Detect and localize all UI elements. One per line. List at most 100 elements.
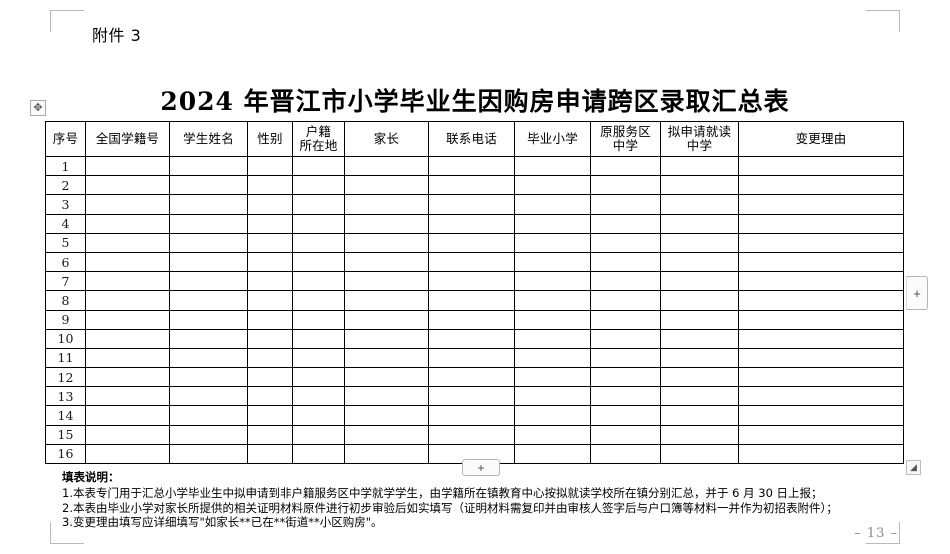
table-cell[interactable] [247, 347, 293, 369]
table-cell[interactable] [169, 424, 248, 445]
table-cell[interactable] [169, 367, 248, 388]
table-cell[interactable] [660, 232, 739, 253]
table-add-column-button[interactable]: + [906, 276, 928, 310]
table-move-handle[interactable]: ✥ [30, 100, 46, 116]
table-cell[interactable] [514, 251, 591, 273]
table-cell[interactable] [428, 424, 515, 445]
table-cell[interactable] [514, 155, 591, 177]
table-cell[interactable] [292, 347, 345, 369]
table-row[interactable]: 16 [45, 443, 904, 465]
table-cell[interactable] [514, 347, 591, 369]
table-cell[interactable] [660, 443, 739, 465]
table-cell[interactable] [660, 386, 739, 407]
table-cell[interactable] [428, 347, 515, 369]
table-cell[interactable] [738, 194, 904, 215]
table-cell[interactable] [247, 367, 293, 388]
table-cell[interactable] [428, 290, 515, 311]
table-cell[interactable] [247, 213, 293, 234]
table-cell[interactable] [514, 367, 591, 388]
table-cell[interactable] [85, 424, 170, 445]
table-cell[interactable] [344, 155, 429, 177]
table-cell[interactable] [738, 424, 904, 445]
table-cell[interactable] [590, 443, 661, 465]
table-cell[interactable] [292, 194, 345, 215]
table-cell[interactable] [247, 175, 293, 196]
table-cell[interactable] [85, 232, 170, 253]
table-cell[interactable] [514, 232, 591, 253]
table-cell[interactable] [738, 213, 904, 234]
table-cell[interactable] [514, 405, 591, 426]
table-cell[interactable] [660, 290, 739, 311]
table-cell[interactable] [344, 386, 429, 407]
table-cell[interactable] [85, 271, 170, 292]
table-row[interactable]: 9 [45, 309, 904, 330]
table-cell[interactable] [292, 424, 345, 445]
table-cell[interactable] [660, 251, 739, 273]
table-add-row-button[interactable]: + [462, 459, 500, 476]
table-cell[interactable] [428, 251, 515, 273]
table-cell[interactable] [514, 290, 591, 311]
table-cell[interactable] [247, 232, 293, 253]
table-cell[interactable] [247, 194, 293, 215]
table-cell[interactable] [590, 155, 661, 177]
table-cell[interactable] [344, 424, 429, 445]
table-cell[interactable] [247, 290, 293, 311]
table-cell[interactable] [247, 328, 293, 349]
table-cell[interactable] [247, 271, 293, 292]
table-cell[interactable] [590, 386, 661, 407]
table-cell[interactable] [428, 271, 515, 292]
table-cell[interactable] [738, 367, 904, 388]
table-cell[interactable] [292, 232, 345, 253]
table-row[interactable]: 6 [45, 251, 904, 273]
table-cell[interactable] [85, 175, 170, 196]
table-cell[interactable] [590, 367, 661, 388]
table-cell[interactable] [169, 232, 248, 253]
table-cell[interactable] [514, 386, 591, 407]
table-resize-handle[interactable]: ◢ [906, 460, 921, 475]
table-cell[interactable] [590, 347, 661, 369]
table-row[interactable]: 4 [45, 213, 904, 234]
table-cell[interactable] [247, 386, 293, 407]
table-cell[interactable] [660, 405, 739, 426]
table-row[interactable]: 14 [45, 405, 904, 426]
table-row[interactable]: 5 [45, 232, 904, 253]
table-row[interactable]: 12 [45, 367, 904, 388]
table-cell[interactable] [344, 271, 429, 292]
table-cell[interactable] [738, 347, 904, 369]
table-cell[interactable] [738, 271, 904, 292]
table-cell[interactable] [292, 175, 345, 196]
table-cell[interactable] [85, 194, 170, 215]
table-cell[interactable] [292, 367, 345, 388]
table-cell[interactable] [514, 328, 591, 349]
table-cell[interactable] [738, 175, 904, 196]
table-cell[interactable] [169, 290, 248, 311]
table-cell[interactable] [344, 251, 429, 273]
table-cell[interactable] [85, 290, 170, 311]
table-cell[interactable] [660, 175, 739, 196]
table-cell[interactable] [247, 155, 293, 177]
table-cell[interactable] [247, 251, 293, 273]
table-cell[interactable] [169, 443, 248, 465]
table-cell[interactable] [292, 251, 345, 273]
table-cell[interactable] [590, 328, 661, 349]
table-cell[interactable] [292, 309, 345, 330]
table-cell[interactable] [169, 251, 248, 273]
table-cell[interactable] [85, 347, 170, 369]
table-cell[interactable] [344, 309, 429, 330]
table-cell[interactable] [292, 386, 345, 407]
table-cell[interactable] [85, 405, 170, 426]
table-cell[interactable] [738, 386, 904, 407]
table-cell[interactable] [660, 347, 739, 369]
table-cell[interactable] [738, 155, 904, 177]
table-cell[interactable] [590, 405, 661, 426]
table-cell[interactable] [590, 290, 661, 311]
table-cell[interactable] [514, 424, 591, 445]
table-cell[interactable] [344, 213, 429, 234]
table-cell[interactable] [428, 328, 515, 349]
table-cell[interactable] [85, 213, 170, 234]
table-cell[interactable] [247, 443, 293, 465]
table-cell[interactable] [660, 271, 739, 292]
table-cell[interactable] [738, 309, 904, 330]
table-cell[interactable] [292, 213, 345, 234]
table-cell[interactable] [169, 309, 248, 330]
